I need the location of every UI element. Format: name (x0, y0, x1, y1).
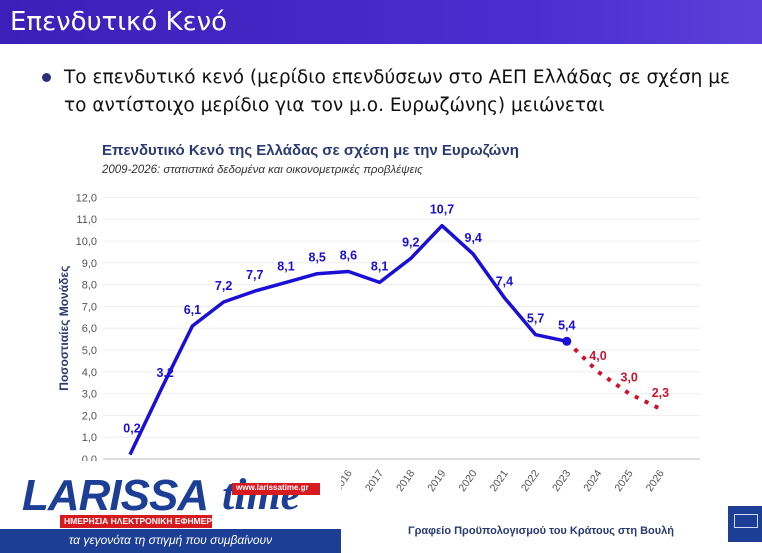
data-label: 0,2 (123, 422, 140, 436)
last-actual-point (562, 336, 572, 346)
x-tick-label: 2022 (519, 468, 542, 494)
x-tick-label: 2018 (394, 468, 417, 494)
x-tick-label: 2023 (550, 468, 573, 494)
larissatime-logo[interactable]: LARISSA time www.larissatime.gr ΗΜΕΡΗΣΙΑ… (0, 461, 341, 553)
x-tick-label: 2024 (581, 468, 604, 494)
logo-tagline: τα γεγονότα τη στιγμή που συμβαίνουν (68, 533, 273, 547)
y-tick-label: 11,0 (76, 214, 97, 226)
source-text: Γραφείο Προϋπολογισμού του Κράτους στη Β… (408, 525, 675, 537)
logo-website: www.larissatime.gr (232, 483, 320, 495)
data-label: 5,7 (527, 312, 544, 326)
data-label: 8,1 (277, 259, 294, 273)
data-label: 4,0 (589, 349, 606, 363)
y-tick-label: 8,0 (82, 280, 97, 292)
y-tick-label: 12,0 (76, 192, 97, 204)
data-label: 8,1 (371, 259, 388, 273)
y-tick-label: 9,0 (82, 258, 97, 270)
data-label: 8,5 (309, 251, 326, 265)
chart-title: Επενδυτικό Κενό της Ελλάδας σε σχέση με … (102, 142, 519, 159)
y-tick-label: 2,0 (82, 410, 97, 422)
y-tick-label: 10,0 (76, 236, 97, 248)
y-tick-label: 5,0 (82, 345, 97, 357)
y-axis-label: Ποσοστιαίες Μονάδες (57, 266, 71, 391)
x-tick-label: 2017 (363, 468, 386, 494)
bullet-text: Το επενδυτικό κενό (μερίδιο επενδύσεων σ… (64, 67, 730, 116)
x-tick-label: 2021 (488, 468, 511, 494)
y-tick-label: 3,0 (82, 389, 97, 401)
data-label: 7,7 (246, 268, 263, 282)
data-label: 9,2 (402, 235, 419, 249)
title-bar: Επενδυτικό Κενό (0, 0, 762, 44)
slide-title: Επενδυτικό Κενό (10, 7, 228, 37)
y-tick-label: 1,0 (82, 432, 97, 444)
x-tick-label: 2020 (456, 468, 479, 494)
logo-brand-text: LARISSA (22, 471, 209, 520)
forecast-series-line (565, 339, 662, 411)
x-tick-label: 2026 (644, 468, 667, 494)
data-label: 2,3 (652, 386, 669, 400)
chart-subtitle: 2009-2026: στατιστικά δεδομένα και οικον… (102, 164, 423, 176)
y-tick-label: 6,0 (82, 323, 97, 335)
data-label: 10,7 (430, 203, 454, 217)
data-label: 8,6 (340, 249, 357, 263)
bullet-icon (42, 73, 51, 82)
parliament-badge-icon (728, 506, 762, 542)
data-label: 7,4 (496, 275, 513, 289)
data-label: 3,0 (621, 371, 638, 385)
y-tick-label: 4,0 (82, 367, 97, 379)
x-tick-label: 2025 (612, 468, 635, 494)
data-label: 6,1 (184, 303, 201, 317)
actual-series-line (128, 223, 568, 456)
data-label: 3,2 (157, 366, 174, 380)
logo-subtitle: ΗΜΕΡΗΣΙΑ ΗΛΕΚΤΡΟΝΙΚΗ ΕΦΗΜΕΡΙΔΑ (60, 515, 227, 528)
x-tick-label: 2019 (425, 468, 448, 494)
data-label: 5,4 (558, 318, 575, 332)
data-label: 7,2 (215, 279, 232, 293)
y-tick-label: 7,0 (82, 301, 97, 313)
data-label: 9,4 (465, 231, 482, 245)
